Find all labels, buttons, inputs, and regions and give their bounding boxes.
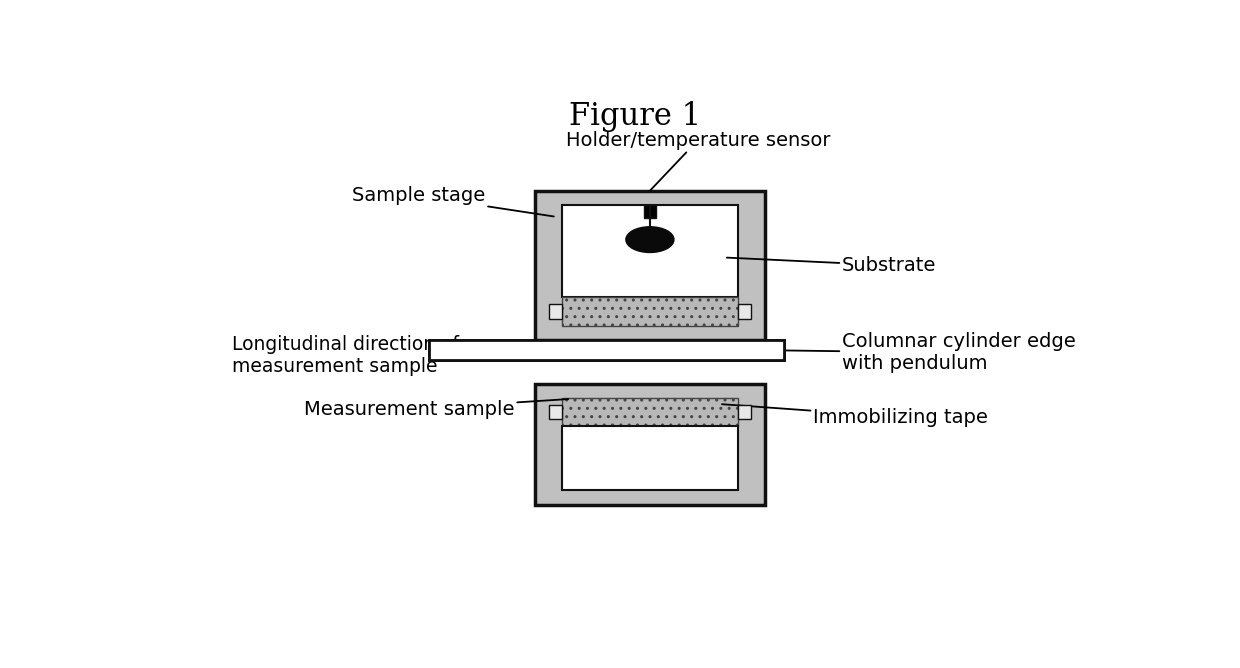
Text: Sample stage: Sample stage bbox=[352, 186, 554, 216]
Bar bbox=[562, 398, 738, 426]
Bar bbox=[429, 340, 785, 361]
Bar bbox=[549, 405, 562, 420]
Bar bbox=[562, 426, 738, 490]
Text: Columnar cylinder edge
with pendulum: Columnar cylinder edge with pendulum bbox=[765, 332, 1076, 373]
Bar bbox=[549, 304, 562, 319]
Bar bbox=[562, 297, 738, 325]
Text: Figure 1: Figure 1 bbox=[569, 101, 702, 132]
Bar bbox=[534, 191, 765, 340]
Bar bbox=[429, 340, 785, 361]
Bar bbox=[534, 383, 765, 504]
Bar bbox=[562, 205, 738, 297]
Text: Immobilizing tape: Immobilizing tape bbox=[722, 404, 988, 427]
Bar bbox=[738, 405, 751, 420]
Bar bbox=[738, 304, 751, 319]
Bar bbox=[644, 205, 656, 218]
Circle shape bbox=[626, 226, 675, 253]
Text: Holder/temperature sensor: Holder/temperature sensor bbox=[565, 131, 831, 191]
Text: Measurement sample: Measurement sample bbox=[304, 399, 568, 419]
Text: Substrate: Substrate bbox=[727, 256, 936, 275]
Text: Longitudinal direction of
measurement sample: Longitudinal direction of measurement sa… bbox=[232, 335, 532, 376]
